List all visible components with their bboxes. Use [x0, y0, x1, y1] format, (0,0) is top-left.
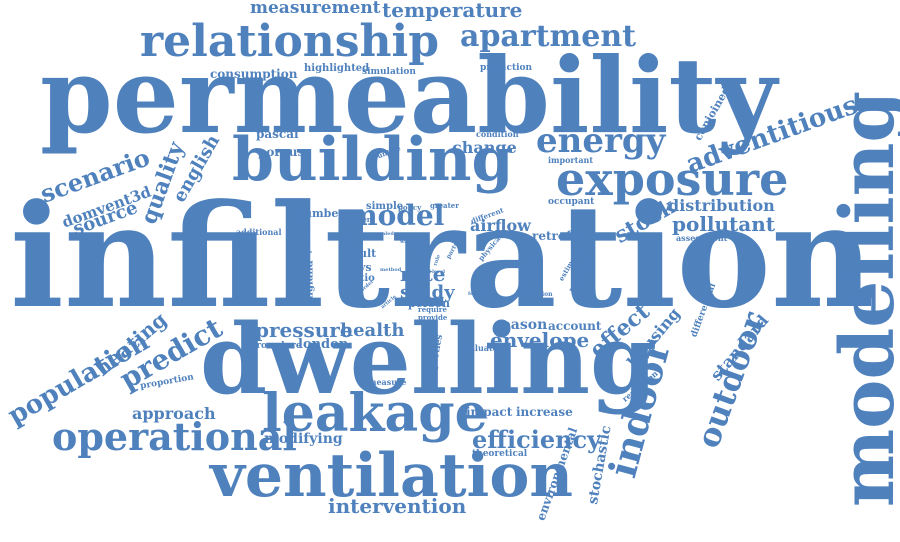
word: increase: [516, 405, 573, 419]
word: fewer: [468, 291, 484, 297]
word: operational: [52, 414, 297, 459]
word: qalys: [340, 261, 372, 274]
word: method: [380, 267, 402, 273]
word: impact: [466, 405, 513, 419]
word: ratio: [348, 273, 375, 284]
word: envelope: [490, 328, 590, 352]
word: england: [304, 260, 316, 306]
word: sealed: [376, 231, 394, 237]
word: retrofit: [532, 229, 581, 243]
word: assessment: [676, 233, 728, 243]
word: additional: [236, 227, 282, 237]
word: pressure: [255, 318, 353, 342]
word: highlighted: [304, 63, 370, 74]
word: total: [342, 237, 356, 243]
word: policy: [398, 203, 422, 212]
word: condition: [476, 129, 519, 139]
word: apartment: [460, 19, 637, 54]
word: consumption: [210, 67, 298, 81]
word: energy: [536, 121, 666, 161]
word: potential: [303, 217, 313, 254]
word: person: [408, 297, 451, 310]
word: number: [296, 207, 345, 220]
word: greater: [430, 201, 459, 210]
word: intervention: [328, 494, 467, 518]
word: theoretical: [472, 449, 528, 459]
word: exposure: [556, 152, 789, 206]
word: cost: [452, 235, 464, 241]
word: wall: [400, 239, 412, 245]
word: london: [298, 337, 349, 352]
word: important: [548, 155, 594, 165]
word: evaluate: [460, 343, 498, 353]
word: porous: [258, 145, 305, 159]
word: occupant: [548, 197, 595, 207]
word: pollutant: [672, 212, 776, 236]
word: pollution: [522, 291, 553, 298]
word: provide: [418, 313, 448, 322]
word: simulation: [362, 67, 416, 77]
word: relationship: [140, 16, 440, 67]
word: require: [418, 305, 447, 314]
word: airflow: [470, 216, 531, 235]
word: study: [400, 282, 455, 303]
word: result: [340, 247, 377, 260]
word: prediction: [480, 63, 533, 73]
word: efficiency: [472, 425, 602, 454]
word: permeability: [40, 34, 777, 157]
word: procedure: [250, 341, 302, 351]
word: approach: [132, 404, 216, 423]
word: measurement: [250, 0, 381, 18]
word: dwelling: [200, 303, 658, 416]
word: season: [494, 317, 548, 333]
word: modelling: [825, 90, 900, 508]
word: account: [548, 319, 602, 333]
word: pascal: [256, 127, 299, 141]
word: distribution: [668, 196, 775, 215]
word: infiltration: [10, 174, 875, 340]
word: modifying: [264, 431, 343, 447]
word: leakage: [262, 383, 488, 444]
word: change: [452, 138, 517, 157]
word: rate: [400, 262, 446, 286]
word: health: [340, 320, 405, 341]
word: paper: [348, 215, 371, 224]
word: temperature: [382, 0, 523, 22]
word: ventilation: [210, 441, 573, 511]
word: model: [348, 199, 445, 232]
word: measure: [368, 377, 407, 387]
word: simple: [366, 201, 404, 212]
word: tool: [420, 269, 431, 275]
word: level: [432, 269, 446, 275]
word: building: [232, 125, 514, 195]
